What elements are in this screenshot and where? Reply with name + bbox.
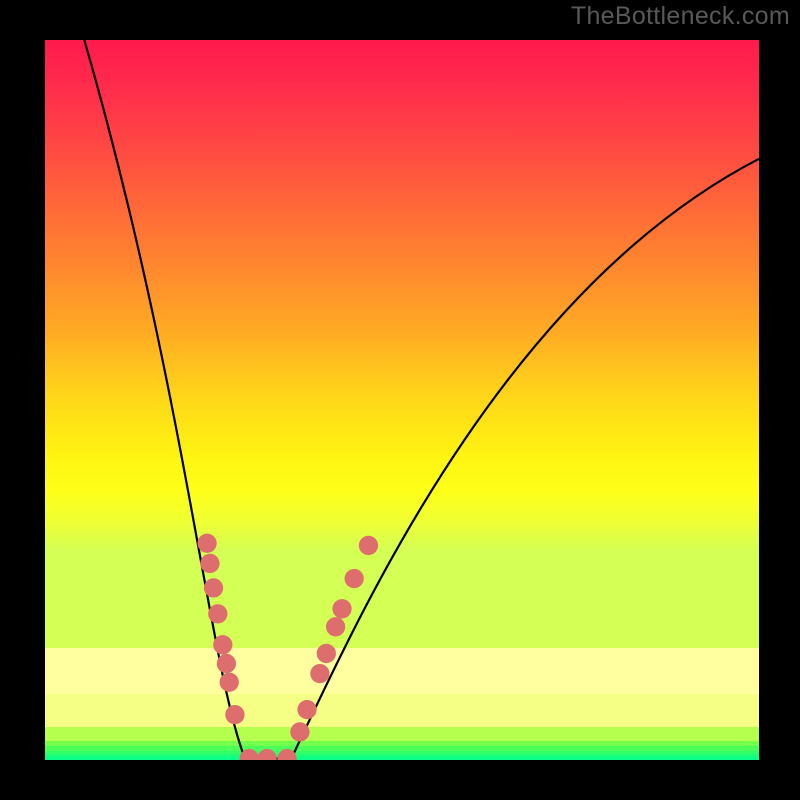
marker-dot xyxy=(317,644,336,663)
marker-dot xyxy=(204,578,223,597)
marker-dot xyxy=(220,673,239,692)
marker-dot xyxy=(326,617,345,636)
marker-dot xyxy=(217,654,236,673)
marker-dot xyxy=(345,569,364,588)
marker-dot xyxy=(225,705,244,724)
bottleneck-curve xyxy=(84,40,759,759)
marker-dot xyxy=(257,749,276,760)
marker-dot xyxy=(332,599,351,618)
marker-dot xyxy=(213,635,232,654)
marker-dot xyxy=(310,664,329,683)
marker-dot xyxy=(197,534,216,553)
curve-layer xyxy=(45,40,759,760)
marker-dot xyxy=(200,554,219,573)
plot-area xyxy=(45,40,759,760)
marker-dot xyxy=(277,749,296,760)
watermark-text: TheBottleneck.com xyxy=(571,2,790,31)
marker-dot xyxy=(290,722,309,741)
marker-dot xyxy=(208,604,227,623)
marker-dot xyxy=(297,700,316,719)
marker-dot xyxy=(359,536,378,555)
